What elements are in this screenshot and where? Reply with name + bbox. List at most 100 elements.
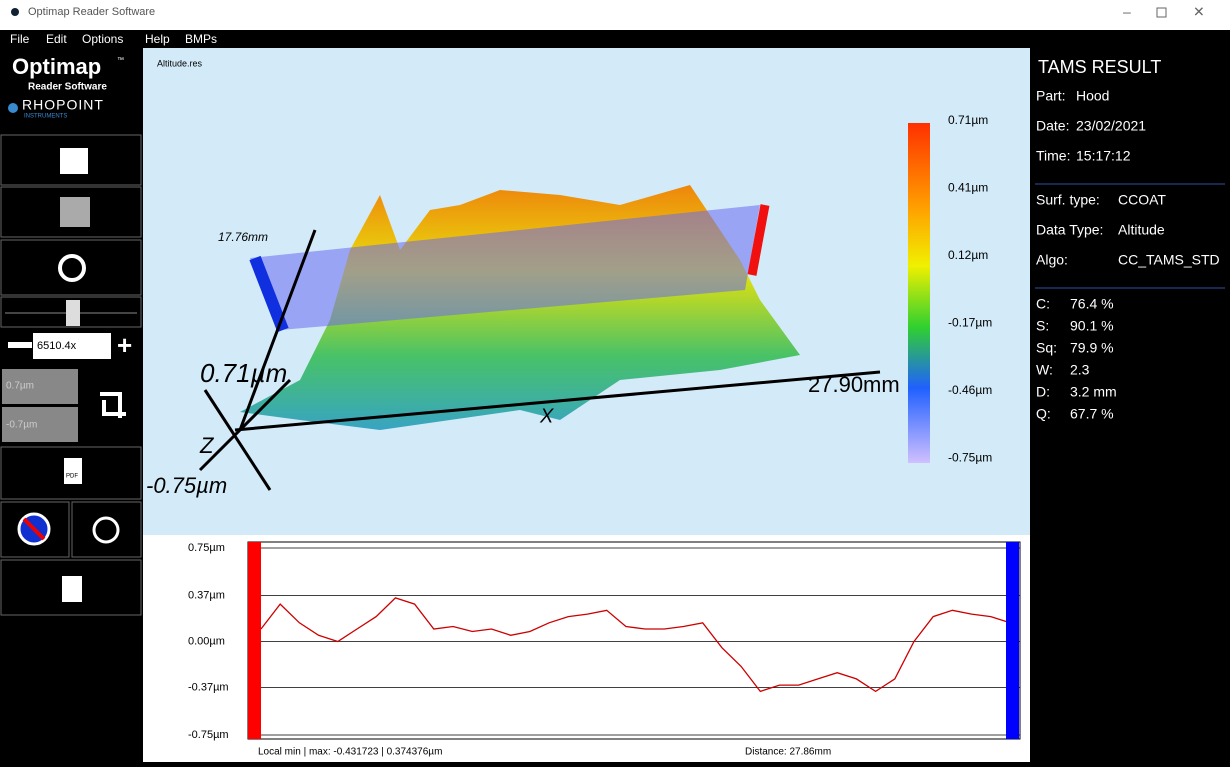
file-name: Altitude.res bbox=[157, 58, 203, 68]
z-axis-label: Z bbox=[199, 433, 215, 458]
scale-label: -0.75µm bbox=[948, 451, 992, 465]
slider[interactable] bbox=[0, 296, 142, 328]
result-label: Part: bbox=[1036, 88, 1066, 104]
refresh-icon bbox=[58, 254, 86, 282]
scale-label: 0.12µm bbox=[948, 248, 988, 262]
z-max: 0.71µm bbox=[200, 358, 287, 388]
result-value: 2.3 bbox=[1070, 362, 1090, 378]
z-min: -0.75µm bbox=[146, 473, 227, 498]
plane-start bbox=[249, 255, 289, 333]
title-bar bbox=[0, 0, 1230, 30]
section-plane bbox=[250, 205, 760, 330]
button[interactable] bbox=[0, 239, 142, 296]
menu-item[interactable]: Edit bbox=[46, 32, 67, 46]
crop-icon[interactable] bbox=[100, 392, 126, 418]
y-extent: 17.76mm bbox=[218, 230, 268, 244]
result-label: D: bbox=[1036, 384, 1050, 400]
range-max: 0.7µm bbox=[6, 381, 34, 392]
y-tick-label: -0.75µm bbox=[188, 729, 229, 741]
result-value: Hood bbox=[1076, 88, 1109, 104]
profile-plot bbox=[247, 541, 1021, 740]
menu-item[interactable]: BMPs bbox=[185, 32, 217, 46]
stop-slash bbox=[22, 517, 46, 541]
button[interactable] bbox=[0, 186, 142, 238]
result-value: 76.4 % bbox=[1070, 296, 1114, 312]
result-label: Q: bbox=[1036, 406, 1051, 422]
menu-bar bbox=[0, 30, 1230, 48]
result-value: 67.7 % bbox=[1070, 406, 1114, 422]
zoom-in[interactable]: + bbox=[117, 330, 132, 360]
range-max-field[interactable] bbox=[2, 369, 78, 404]
result-label: Surf. type: bbox=[1036, 192, 1100, 208]
result-value: CC_TAMS_STD bbox=[1118, 252, 1220, 268]
range-min-field[interactable] bbox=[2, 407, 78, 442]
result-title: TAMS RESULT bbox=[1038, 57, 1161, 77]
button[interactable] bbox=[71, 501, 142, 558]
range-min: -0.7µm bbox=[6, 420, 37, 431]
close[interactable]: ✕ bbox=[1193, 4, 1205, 20]
pdf-label: PDF bbox=[66, 474, 78, 480]
window-title: Optimap Reader Software bbox=[28, 6, 155, 18]
brand-icon bbox=[8, 103, 18, 113]
button[interactable] bbox=[0, 446, 142, 500]
result-value: CCOAT bbox=[1118, 192, 1166, 208]
result-value: 23/02/2021 bbox=[1076, 118, 1146, 134]
result-label: Algo: bbox=[1036, 252, 1068, 268]
logo-subtitle: Reader Software bbox=[28, 82, 107, 93]
y-tick-label: 0.75µm bbox=[188, 542, 225, 554]
logo-mark: ™ bbox=[117, 57, 124, 64]
scale-label: 0.71µm bbox=[948, 113, 988, 127]
result-value: 15:17:12 bbox=[1076, 148, 1131, 164]
result-label: S: bbox=[1036, 318, 1049, 334]
scale-label: 0.41µm bbox=[948, 181, 988, 195]
plane-end bbox=[747, 204, 770, 276]
result-label: Sq: bbox=[1036, 340, 1057, 356]
result-label: Time: bbox=[1036, 148, 1070, 164]
profile-end bbox=[1006, 542, 1019, 739]
button[interactable] bbox=[0, 134, 142, 186]
gradient-icon bbox=[60, 197, 90, 227]
result-label: C: bbox=[1036, 296, 1050, 312]
x-extent: 27.90mm bbox=[808, 372, 900, 397]
y-tick-label: 0.00µm bbox=[188, 635, 225, 647]
y-tick-label: 0.37µm bbox=[188, 589, 225, 601]
zoom-field[interactable] bbox=[33, 333, 111, 359]
distance: Distance: 27.86mm bbox=[745, 747, 831, 758]
profile-line bbox=[260, 597, 1011, 693]
button[interactable] bbox=[0, 559, 142, 616]
color-scale bbox=[908, 123, 930, 463]
y-tick-label: -0.37µm bbox=[188, 682, 229, 694]
result-value: 79.9 % bbox=[1070, 340, 1114, 356]
app-icon bbox=[11, 8, 19, 16]
axes bbox=[198, 229, 881, 491]
menu-item[interactable]: File bbox=[10, 32, 30, 46]
zoom-out[interactable] bbox=[8, 342, 32, 348]
profile-start bbox=[248, 542, 261, 739]
slider-thumb[interactable] bbox=[66, 300, 80, 326]
scale-label: -0.46µm bbox=[948, 383, 992, 397]
brand-sub: INSTRUMENTS bbox=[24, 114, 67, 120]
button[interactable] bbox=[0, 501, 70, 558]
result-value: Altitude bbox=[1118, 222, 1165, 238]
brand: RHOPOINT bbox=[22, 97, 104, 113]
pdf-icon[interactable] bbox=[64, 458, 82, 484]
menu-item[interactable]: Options bbox=[82, 32, 123, 46]
scale-label: -0.17µm bbox=[948, 316, 992, 330]
report-icon[interactable] bbox=[62, 576, 82, 602]
min-max: Local min | max: -0.431723 | 0.374376µm bbox=[258, 747, 442, 758]
sidebar-buttons bbox=[0, 134, 142, 616]
minimize[interactable]: – bbox=[1123, 4, 1131, 20]
x-axis-label: X bbox=[539, 405, 554, 427]
zoom-value: 6510.4x bbox=[37, 340, 77, 352]
open-icon bbox=[60, 148, 88, 174]
swap-icon[interactable] bbox=[92, 516, 120, 544]
result-label: Data Type: bbox=[1036, 222, 1103, 238]
result-label: Date: bbox=[1036, 118, 1069, 134]
maximize[interactable] bbox=[1156, 7, 1167, 18]
logo: Optimap bbox=[12, 54, 101, 79]
menu-item[interactable]: Help bbox=[145, 32, 170, 46]
result-label: W: bbox=[1036, 362, 1053, 378]
result-value: 3.2 mm bbox=[1070, 384, 1117, 400]
result-value: 90.1 % bbox=[1070, 318, 1114, 334]
